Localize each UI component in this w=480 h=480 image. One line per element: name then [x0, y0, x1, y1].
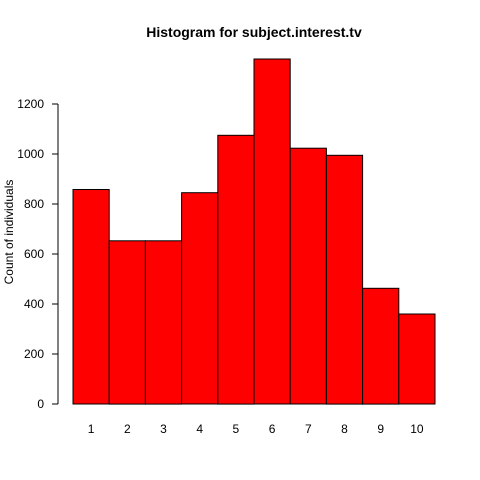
x-tick-label: 4 — [196, 422, 203, 436]
y-tick-label: 400 — [24, 297, 44, 311]
x-tick-label: 7 — [305, 422, 312, 436]
x-tick-label: 9 — [377, 422, 384, 436]
y-tick-label: 200 — [24, 347, 44, 361]
y-tick-label: 1200 — [17, 97, 44, 111]
x-tick-label: 2 — [124, 422, 131, 436]
x-tick-label: 6 — [269, 422, 276, 436]
y-tick-label: 800 — [24, 197, 44, 211]
y-tick-label: 0 — [37, 397, 44, 411]
y-tick-label: 600 — [24, 247, 44, 261]
bar-7 — [289, 147, 327, 405]
bar-3 — [144, 240, 183, 405]
x-axis-labels: 1 2 3 4 5 6 7 8 9 10 — [88, 422, 424, 436]
chart-title: Histogram for subject.interest.tv — [146, 24, 362, 40]
x-tick-label: 8 — [341, 422, 348, 436]
bars-group — [72, 58, 436, 405]
x-tick-label: 5 — [233, 422, 240, 436]
x-tick-label: 10 — [410, 422, 424, 436]
bar-5 — [217, 134, 255, 405]
y-axis-label: Count of individuals — [2, 180, 16, 285]
x-tick-label: 3 — [160, 422, 167, 436]
bar-9 — [362, 287, 400, 405]
bar-6 — [253, 58, 291, 405]
y-axis: 0 200 400 600 800 1000 1200 — [17, 97, 59, 411]
bar-1 — [72, 189, 110, 405]
bar-8 — [325, 154, 364, 405]
bar-10 — [398, 313, 436, 405]
y-tick-label: 1000 — [17, 147, 44, 161]
bar-4 — [181, 192, 219, 405]
x-tick-label: 1 — [88, 422, 95, 436]
bar-2 — [108, 240, 146, 405]
